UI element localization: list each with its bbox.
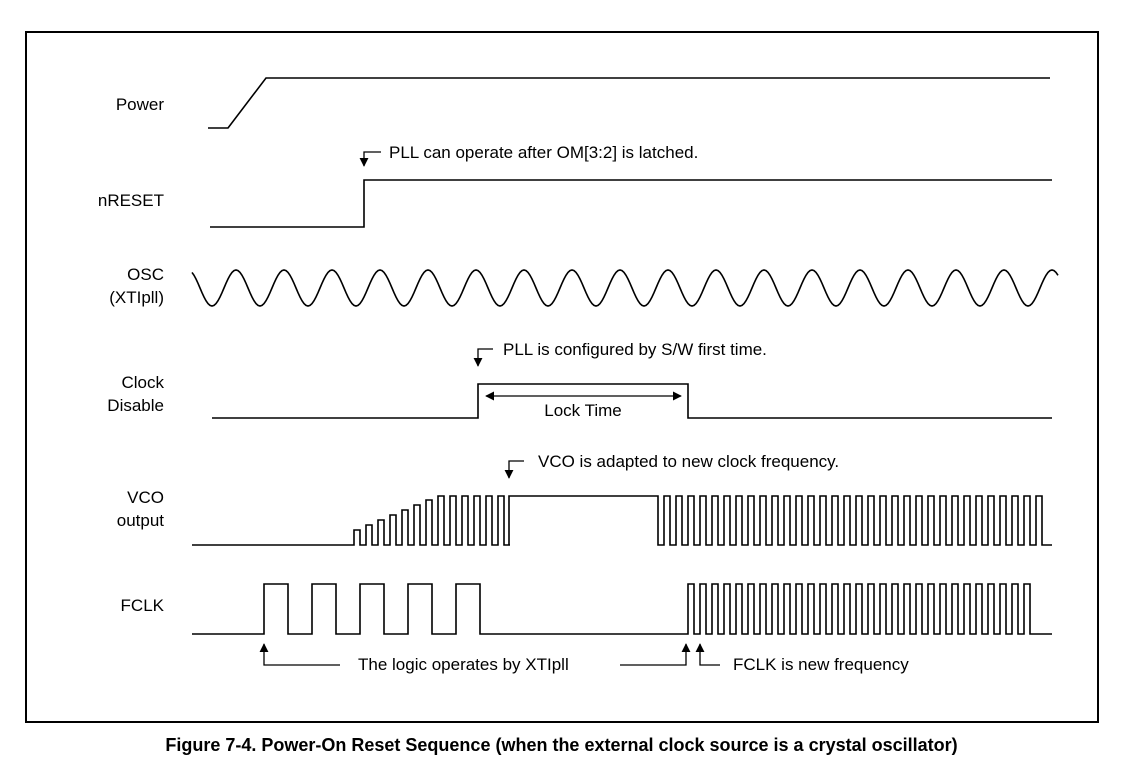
label-vco: VCO [127,488,164,507]
logic-start-arrow [259,643,340,666]
label-osc: OSC [127,265,164,284]
pll-config-note: PLL is configured by S/W first time. [503,340,767,359]
figure-frame [25,31,1099,723]
vco-waveform [192,495,1052,546]
figure-caption: Figure 7-4. Power-On Reset Sequence (whe… [165,735,958,755]
nreset-waveform [210,179,1052,228]
fclk-waveform [192,583,1052,635]
logic-xtipll-note: The logic operates by XTIpll [358,655,569,674]
pll-latch-note: PLL can operate after OM[3:2] is latched… [389,143,698,162]
fclk-new-arrow [695,643,720,666]
label-clock: Clock [121,373,164,392]
logic-end-arrow [620,643,691,666]
clock-disable-waveform [212,383,1052,419]
vco-adapted-note: VCO is adapted to new clock frequency. [538,452,839,471]
label-power: Power [116,95,165,114]
lock-time-label: Lock Time [544,401,621,420]
label-vco-output: output [117,511,165,530]
label-disable: Disable [107,396,164,415]
vco-adapted-arrow [504,460,524,479]
label-nreset: nRESET [98,191,164,210]
pll-latch-arrow [359,151,381,167]
power-waveform [208,77,1050,129]
label-osc-sub: (XTIpll) [109,288,164,307]
osc-waveform [191,269,1059,307]
fclk-new-note: FCLK is new frequency [733,655,909,674]
pll-config-arrow [473,348,493,367]
label-fclk: FCLK [121,596,165,615]
